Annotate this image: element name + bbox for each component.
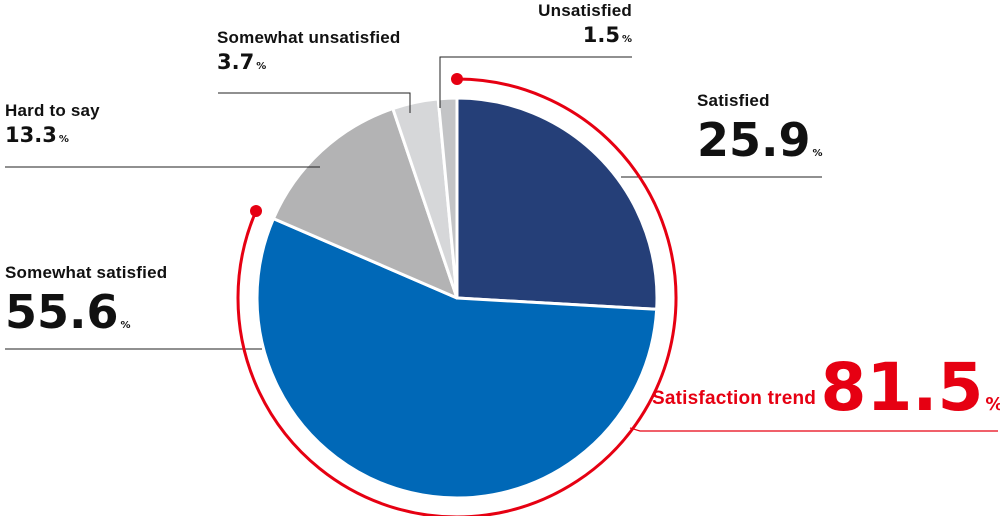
trend-number: 81.5 [820,349,984,426]
trend-leader-line [629,427,998,432]
pie-slice-hard-to-say [271,107,459,300]
slice-value: 55.6% [5,289,167,335]
label-unsatisfied: Unsatisfied 1.5% [532,1,632,46]
value-unit: % [621,34,632,45]
label-satisfaction-trend: Satisfaction trend 81.5% [652,355,1000,421]
value-number: 25.9 [697,113,811,167]
value-unit: % [58,134,69,145]
value-number: 1.5 [582,23,620,47]
label-hard-to-say: Hard to say 13.3% [5,101,100,146]
pie-slice-somewhat-satisfied [255,217,659,500]
slice-name: Unsatisfied [538,1,632,20]
arc-end-dot [250,205,263,218]
slice-value: 13.3% [5,125,100,146]
slice-name: Hard to say [5,101,100,120]
label-somewhat-unsatisfied: Somewhat unsatisfied 3.7% [217,28,400,73]
trend-value: 81.5% [821,355,1000,421]
label-satisfied: Satisfied 25.9% [697,91,823,163]
slice-value: 3.7% [217,52,400,73]
leader-line [218,92,411,113]
leader-line [439,56,632,108]
slice-value: 25.9% [697,117,823,163]
slice-value: 1.5% [532,25,632,46]
trend-unit: % [985,394,1000,415]
value-unit: % [256,61,267,72]
trend-name: Satisfaction trend [652,388,817,409]
value-number: 3.7 [217,50,255,74]
pie-slice-satisfied [455,96,659,311]
pie-slice-unsatisfied [436,96,459,300]
satisfaction-trend-arc [236,77,678,516]
slice-name: Satisfied [697,91,770,110]
value-unit: % [812,148,823,159]
value-unit: % [120,320,131,331]
label-somewhat-satisfied: Somewhat satisfied 55.6% [5,263,167,335]
value-number: 13.3 [5,123,57,147]
value-number: 55.6 [5,285,119,339]
slice-name: Somewhat satisfied [5,263,168,282]
slice-name: Somewhat unsatisfied [217,28,401,47]
arc-start-dot [451,73,463,85]
